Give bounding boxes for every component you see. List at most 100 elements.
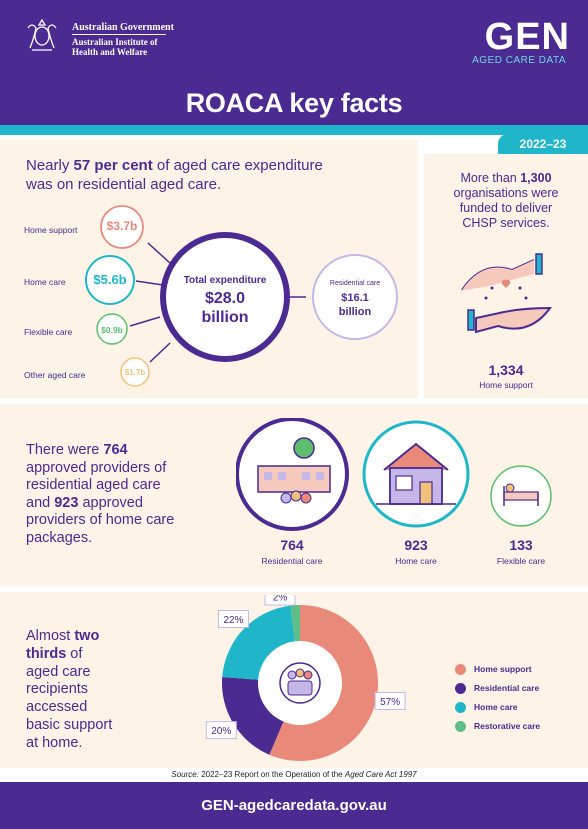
stat-flexible-value: 133 xyxy=(509,537,533,553)
value-home-care: $5.6b xyxy=(93,272,127,287)
donut-labels: 57% 20% 22% 2% xyxy=(205,595,406,740)
caring-hands-icon xyxy=(461,253,552,334)
providers-line-1-pre: There were xyxy=(26,442,104,458)
intro-pre: Nearly xyxy=(26,157,74,174)
footer-banner xyxy=(0,782,588,829)
coat-of-arms-icon xyxy=(27,18,57,51)
legend-label: Home care xyxy=(474,702,518,712)
intro-bold: 57 per cent xyxy=(73,157,153,174)
recipients-line-5: accessed xyxy=(26,699,88,716)
residential-label: Residential care xyxy=(329,280,381,287)
circle-residential xyxy=(312,254,398,340)
recipients-line-7: at home. xyxy=(26,734,83,751)
label-flexible-care: Flexible care xyxy=(24,327,73,337)
donut-label-text: 2% xyxy=(273,595,288,604)
source-note: Source: 2022–23 Report on the Operation … xyxy=(0,770,588,779)
legend-swatch xyxy=(455,702,466,714)
intro-post: of aged care expenditure xyxy=(152,157,323,174)
recipients-line-2: thirds of xyxy=(26,646,146,664)
recipients-line-6: basic support xyxy=(26,716,113,733)
recipients-text: Almost two thirds of aged care recipient… xyxy=(26,628,146,753)
source-text: 2022–23 Report on the Operation of the xyxy=(201,770,345,779)
providers-line-4-pre: and xyxy=(26,494,55,511)
chsp-line-2: organisations were xyxy=(453,186,559,200)
chsp-line-1-pre: More than xyxy=(460,171,521,185)
value-flexible-care: $0.9b xyxy=(101,325,123,335)
total-label: Total expenditure xyxy=(183,275,267,286)
recipients-line-1: Almost two xyxy=(26,628,146,646)
recipients-line-1-bold: two xyxy=(74,628,100,644)
gov-line-1: Australian Government xyxy=(72,22,174,33)
footer-url-link[interactable]: GEN-agedcaredata.gov.au xyxy=(201,797,387,814)
expenditure-intro-line2: was on residential aged care. xyxy=(26,176,222,193)
provider-icons xyxy=(236,418,552,531)
providers-line-3: residential aged care xyxy=(26,477,161,493)
chsp-text: More than 1,300 organisations were funde… xyxy=(424,171,588,231)
source-prefix: Source: xyxy=(171,770,199,779)
recipients-line-3: aged care xyxy=(26,663,91,680)
chsp-line-1: More than 1,300 xyxy=(424,171,588,186)
header-banner xyxy=(0,0,588,127)
residential-value: $16.1 xyxy=(341,292,369,304)
chsp-number: 1,334 xyxy=(488,362,524,378)
donut-chart: 57% 20% 22% 2% xyxy=(205,595,406,761)
circle-home-care xyxy=(85,255,135,305)
residential-building-icon xyxy=(257,437,331,504)
legend-label: Residential care xyxy=(474,683,540,693)
total-unit: billion xyxy=(201,309,249,326)
circle-total xyxy=(160,232,290,362)
donut-label-text: 57% xyxy=(380,697,400,708)
legend-swatch xyxy=(455,683,466,695)
connector-flexible xyxy=(129,316,161,327)
residential-unit: billion xyxy=(338,306,372,318)
chsp-line-1-bold: 1,300 xyxy=(520,171,552,185)
stat-home-care-value: 923 xyxy=(404,537,428,553)
legend-item-restorative-care: Restorative care xyxy=(455,721,541,733)
people-icon xyxy=(279,662,321,704)
value-other-aged-care: $1.7b xyxy=(124,368,146,377)
legend-item-home-support: Home support xyxy=(455,664,532,676)
legend-label: Home support xyxy=(474,664,532,674)
recipients-line-2-post: of xyxy=(66,645,83,662)
providers-line-1-bold: 764 xyxy=(103,442,128,458)
recipients-line-4: recipients xyxy=(26,681,89,698)
label-home-care: Home care xyxy=(24,277,66,287)
year-badge: 2022–23 xyxy=(498,134,588,154)
circle-home-support xyxy=(100,205,144,249)
donut-label-restorative-care: 2% xyxy=(264,595,296,606)
legend-label: Restorative care xyxy=(474,721,541,731)
stat-flexible-label: Flexible care xyxy=(496,556,546,566)
circle-other xyxy=(120,357,150,387)
gen-logo-subtitle: AGED CARE DATA xyxy=(472,55,566,66)
stat-residential-label: Residential care xyxy=(261,556,323,566)
stat-residential-value: 764 xyxy=(280,537,304,553)
providers-line-4-bold: 923 xyxy=(54,494,79,511)
donut-label-text: 22% xyxy=(223,615,243,626)
providers-line-4: and 923 approved xyxy=(26,495,226,513)
donut-label-text: 20% xyxy=(211,726,231,737)
chsp-line-3: funded to deliver xyxy=(459,201,553,215)
expenditure-intro: Nearly 57 per cent of aged care expendit… xyxy=(26,157,406,174)
connector-other xyxy=(149,342,171,363)
connector-home-care xyxy=(135,280,164,286)
label-home-support: Home support xyxy=(24,225,78,235)
house-icon xyxy=(376,442,456,505)
recipients-line-1-pre: Almost xyxy=(26,628,75,644)
providers-text: There were 764 approved providers of res… xyxy=(26,442,226,547)
label-other-aged-care: Other aged care xyxy=(24,370,86,380)
legend-swatch xyxy=(455,664,466,676)
donut-label-home-care: 22% xyxy=(217,609,249,628)
providers-line-2: approved providers of xyxy=(26,459,167,476)
page-title: ROACA key facts xyxy=(185,88,403,118)
legend-item-home-care: Home care xyxy=(455,702,518,714)
donut-label-residential-care: 20% xyxy=(205,721,237,740)
recipients-line-2-bold: thirds xyxy=(26,645,67,662)
connector-home-support xyxy=(147,242,171,264)
legend-item-residential-care: Residential care xyxy=(455,683,540,695)
teal-band xyxy=(0,125,588,135)
providers-line-1: There were 764 xyxy=(26,442,226,460)
gov-line-3: Health and Welfare xyxy=(72,47,148,57)
bed-icon xyxy=(503,483,539,506)
chsp-line-4: CHSP services. xyxy=(462,216,550,230)
donut-label-home-support: 57% xyxy=(374,691,406,710)
